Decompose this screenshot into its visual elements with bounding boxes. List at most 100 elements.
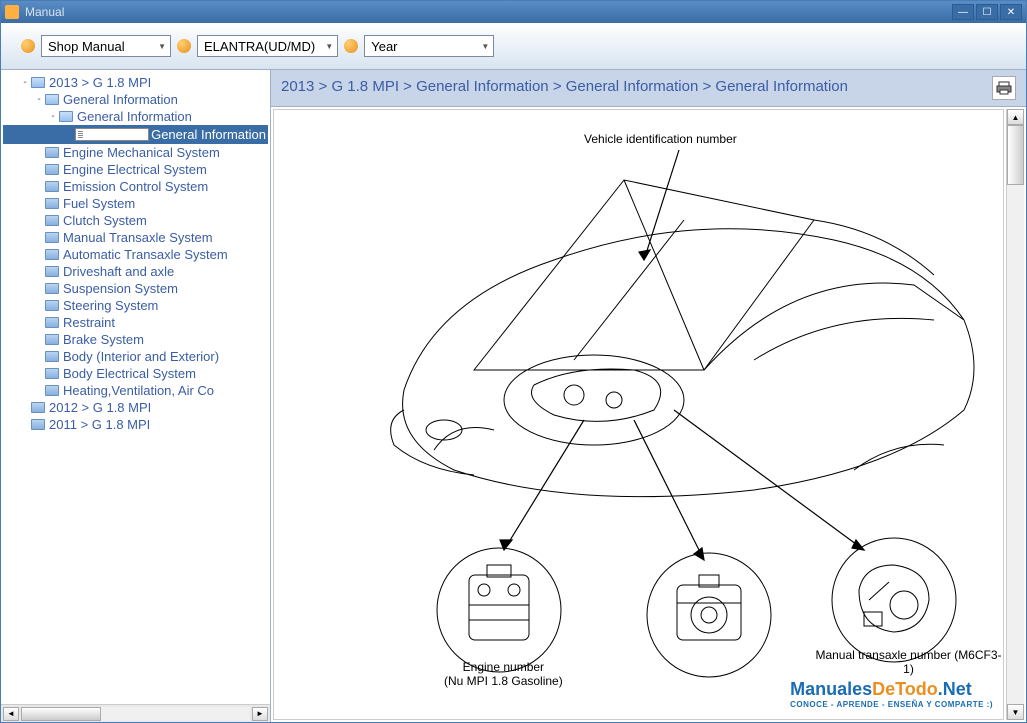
nav-tree[interactable]: -2013 > G 1.8 MPI-General Information-Ge… [1,70,270,704]
diagram-label-transaxle: Manual transaxle number (M6CF3-1) [814,648,1003,676]
folder-icon [45,232,59,243]
print-icon [996,80,1012,96]
tree-node-label: Brake System [63,332,144,347]
tree-node[interactable]: Suspension System [3,280,268,297]
tree-node[interactable]: - General Information [3,108,268,125]
tree-node-label: Emission Control System [63,179,208,194]
scroll-thumb[interactable] [1007,125,1024,185]
document-page[interactable]: Vehicle identification number Engine num… [273,109,1004,720]
tree-node[interactable]: Clutch System [3,212,268,229]
bullet-icon [344,39,358,53]
tree-node[interactable]: Steering System [3,297,268,314]
tree-node[interactable]: Driveshaft and axle [3,263,268,280]
tree-node-label: Driveshaft and axle [63,264,174,279]
dropdown-label: Shop Manual [48,39,125,54]
tree-node[interactable]: 2012 > G 1.8 MPI [3,399,268,416]
model-dropdown[interactable]: ELANTRA(UD/MD) [197,35,338,57]
tree-node[interactable]: 2011 > G 1.8 MPI [3,416,268,433]
tree-node[interactable]: Heating,Ventilation, Air Co [3,382,268,399]
window-title: Manual [25,5,952,19]
scroll-up-button[interactable]: ▲ [1007,109,1024,125]
tree-node-label: Heating,Ventilation, Air Co [63,383,214,398]
tree-node-label: General Information [63,92,178,107]
tree-node[interactable]: Emission Control System [3,178,268,195]
content-vscroll[interactable]: ▲ ▼ [1006,109,1024,720]
expand-toggle[interactable]: - [47,111,59,122]
manual-type-dropdown[interactable]: Shop Manual [41,35,171,57]
breadcrumb: 2013 > G 1.8 MPI > General Information >… [281,76,984,97]
folder-open-icon [59,111,73,122]
tree-node[interactable]: Manual Transaxle System [3,229,268,246]
titlebar: Manual — ☐ ✕ [1,1,1026,23]
folder-icon [45,181,59,192]
tree-node[interactable]: Body (Interior and Exterior) [3,348,268,365]
folder-icon [45,198,59,209]
year-dropdown[interactable]: Year [364,35,494,57]
tree-node[interactable]: Engine Mechanical System [3,144,268,161]
page-view: Vehicle identification number Engine num… [271,107,1026,722]
expand-toggle[interactable]: - [19,77,31,88]
tree-node-label: Steering System [63,298,158,313]
tree-node-label: General Information [77,109,192,124]
tree-node[interactable]: Fuel System [3,195,268,212]
expand-toggle[interactable]: - [33,94,45,105]
folder-icon [45,283,59,294]
tree-node[interactable]: -2013 > G 1.8 MPI [3,74,268,91]
tree-node-label: Body Electrical System [63,366,196,381]
content-pane: 2013 > G 1.8 MPI > General Information >… [271,70,1026,722]
scroll-left-button[interactable]: ◄ [3,707,19,721]
tree-node[interactable]: Automatic Transaxle System [3,246,268,263]
tree-node-label: 2011 > G 1.8 MPI [49,417,150,432]
folder-icon [45,385,59,396]
folder-icon [45,249,59,260]
tree-node-label: Automatic Transaxle System [63,247,228,262]
folder-icon [45,300,59,311]
tree-node[interactable]: Restraint [3,314,268,331]
folder-icon [45,334,59,345]
minimize-button[interactable]: — [952,4,974,20]
watermark: ManualesDeTodo.Net CONOCE - APRENDE - EN… [790,679,993,709]
tree-node[interactable]: Body Electrical System [3,365,268,382]
folder-icon [45,368,59,379]
tree-node-label: Engine Electrical System [63,162,207,177]
scroll-thumb[interactable] [21,707,101,721]
dropdown-label: ELANTRA(UD/MD) [204,39,315,54]
scroll-track[interactable] [21,707,250,721]
page-icon [75,128,149,141]
tree-node-label: Suspension System [63,281,178,296]
folder-icon [45,351,59,362]
folder-icon [45,317,59,328]
sidebar: -2013 > G 1.8 MPI-General Information-Ge… [1,70,271,722]
folder-open-icon [45,94,59,105]
tree-node[interactable]: Engine Electrical System [3,161,268,178]
diagram-label-engine: Engine number (Nu MPI 1.8 Gasoline) [444,660,563,688]
folder-icon [31,419,45,430]
maximize-button[interactable]: ☐ [976,4,998,20]
vehicle-diagram [274,110,994,710]
folder-icon [45,266,59,277]
tree-node-label: Fuel System [63,196,135,211]
toolbar: Shop Manual ELANTRA(UD/MD) Year [1,23,1026,70]
scroll-track[interactable] [1007,125,1024,704]
app-window: Manual — ☐ ✕ Shop Manual ELANTRA(UD/MD) … [0,0,1027,723]
tree-node-label: 2012 > G 1.8 MPI [49,400,151,415]
breadcrumb-row: 2013 > G 1.8 MPI > General Information >… [271,70,1026,107]
tree-node[interactable]: Brake System [3,331,268,348]
window-controls: — ☐ ✕ [952,4,1022,20]
folder-icon [31,402,45,413]
folder-icon [45,215,59,226]
folder-icon [45,164,59,175]
body: -2013 > G 1.8 MPI-General Information-Ge… [1,70,1026,722]
close-button[interactable]: ✕ [1000,4,1022,20]
tree-node-label: Manual Transaxle System [63,230,213,245]
scroll-down-button[interactable]: ▼ [1007,704,1024,720]
tree-node[interactable]: General Information [3,125,268,144]
sidebar-hscroll[interactable]: ◄ ► [1,704,270,722]
folder-icon [45,147,59,158]
tree-node[interactable]: - General Information [3,91,268,108]
tree-node-label: Clutch System [63,213,147,228]
print-button[interactable] [992,76,1016,100]
tree-node-label: Restraint [63,315,115,330]
scroll-right-button[interactable]: ► [252,707,268,721]
tree-node-label: Body (Interior and Exterior) [63,349,219,364]
